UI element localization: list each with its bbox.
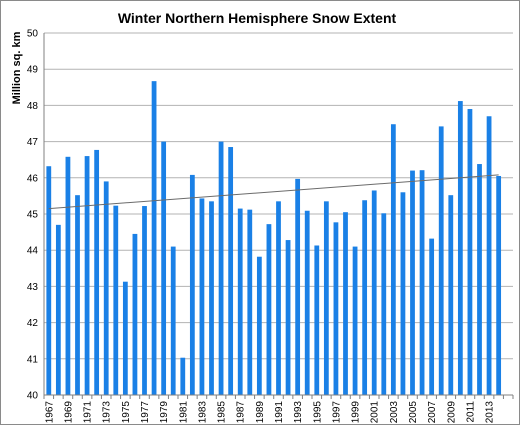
bar-1984: [209, 201, 214, 395]
bar-1985: [218, 141, 224, 395]
bar-2009: [448, 195, 454, 395]
bar-2006: [419, 170, 425, 395]
bar-1971: [84, 156, 90, 395]
x-tick-label: 1981: [178, 401, 189, 424]
bar-1997: [333, 222, 339, 395]
bar-2011: [467, 109, 473, 396]
bar-2013: [486, 116, 492, 395]
bar-1976: [132, 233, 138, 395]
bar-2002: [381, 213, 387, 395]
bar-1983: [199, 198, 205, 395]
x-tick-label: 1991: [274, 401, 285, 424]
bar-1968: [55, 224, 61, 395]
bar-1975: [122, 281, 128, 395]
bar-2007: [429, 238, 435, 395]
y-tick-label: 40: [27, 391, 39, 402]
y-tick-label: 44: [27, 246, 39, 257]
x-tick-label: 2007: [427, 401, 438, 424]
bar-2008: [438, 126, 444, 395]
y-tick-label: 43: [27, 282, 39, 293]
bar-2004: [400, 192, 406, 395]
bar-1973: [103, 181, 109, 395]
bar-1972: [94, 149, 100, 395]
x-tick-label: 1975: [121, 401, 132, 424]
bar-1994: [304, 210, 310, 395]
y-axis-label: Million sq. km: [11, 31, 23, 104]
bar-2010: [457, 101, 463, 395]
bar-1996: [323, 201, 329, 395]
bar-2000: [362, 200, 368, 395]
y-tick-label: 41: [27, 354, 39, 365]
y-tick-labels: 40 41 42 43 44 45 46 47 48 49 50: [27, 29, 39, 402]
y-tick-label: 46: [27, 173, 39, 184]
x-tick-label: 2011: [465, 401, 476, 423]
x-tick-label: 1971: [83, 401, 94, 424]
x-tick-label: 1967: [44, 401, 55, 424]
x-tick-labels: 1967 1969 1971 1973 1975 1977 1979 1981 1983 1985…: [44, 401, 495, 424]
bar-2003: [390, 124, 396, 395]
bar-1977: [142, 206, 147, 395]
x-tick-label: 1999: [351, 401, 362, 424]
x-tick-label: 1969: [63, 401, 74, 424]
x-tick-label: 2013: [485, 401, 496, 424]
bar-2005: [410, 170, 415, 395]
bar-1990: [266, 224, 272, 395]
x-tick-label: 1987: [236, 401, 247, 424]
x-tick-label: 1995: [312, 401, 323, 424]
bar-1969: [65, 156, 71, 395]
bar-1981: [180, 357, 186, 395]
y-tick-label: 50: [27, 29, 39, 40]
y-tick-label: 45: [27, 210, 39, 221]
bar-1967: [46, 166, 52, 395]
x-tick-label: 1973: [102, 401, 113, 424]
bar-1991: [276, 201, 281, 395]
x-tick-label: 2001: [370, 401, 381, 424]
axes: [43, 33, 514, 399]
x-tick-label: 1989: [255, 401, 266, 424]
bar-1978: [151, 81, 157, 395]
x-tick-label: 2005: [408, 401, 419, 424]
chart-title: Winter Northern Hemisphere Snow Extent: [118, 10, 397, 26]
bars: [46, 81, 502, 396]
bar-1980: [170, 246, 176, 395]
bar-1986: [228, 147, 234, 395]
bar-1992: [285, 240, 291, 395]
bar-2012: [477, 164, 482, 395]
bar-1974: [113, 205, 119, 395]
bar-1989: [256, 256, 262, 395]
bar-1993: [295, 178, 301, 395]
x-tick-label: 1983: [197, 401, 208, 424]
bar-2001: [371, 190, 377, 395]
bar-1982: [189, 174, 195, 395]
bar-1988: [247, 209, 253, 395]
x-tick-label: 1993: [293, 401, 304, 424]
bar-1998: [343, 212, 348, 395]
trendline: [48, 174, 499, 210]
x-tick-label: 2003: [389, 401, 400, 424]
bar-1995: [314, 245, 320, 395]
x-tick-label: 1979: [159, 401, 170, 424]
bar-1987: [237, 208, 243, 395]
x-tick-label: 1997: [331, 401, 342, 424]
bar-1979: [161, 141, 167, 395]
bar-1999: [352, 246, 358, 395]
x-tick-label: 1977: [140, 401, 151, 424]
y-tick-label: 48: [27, 101, 39, 112]
bar-2014: [496, 175, 502, 395]
x-tick-label: 1985: [217, 401, 228, 424]
y-tick-label: 42: [27, 318, 39, 329]
y-tick-label: 49: [27, 65, 39, 76]
trendline-group: [48, 174, 499, 210]
bar-1970: [75, 195, 80, 395]
y-tick-label: 47: [27, 137, 39, 148]
x-tick-label: 2009: [446, 401, 457, 424]
